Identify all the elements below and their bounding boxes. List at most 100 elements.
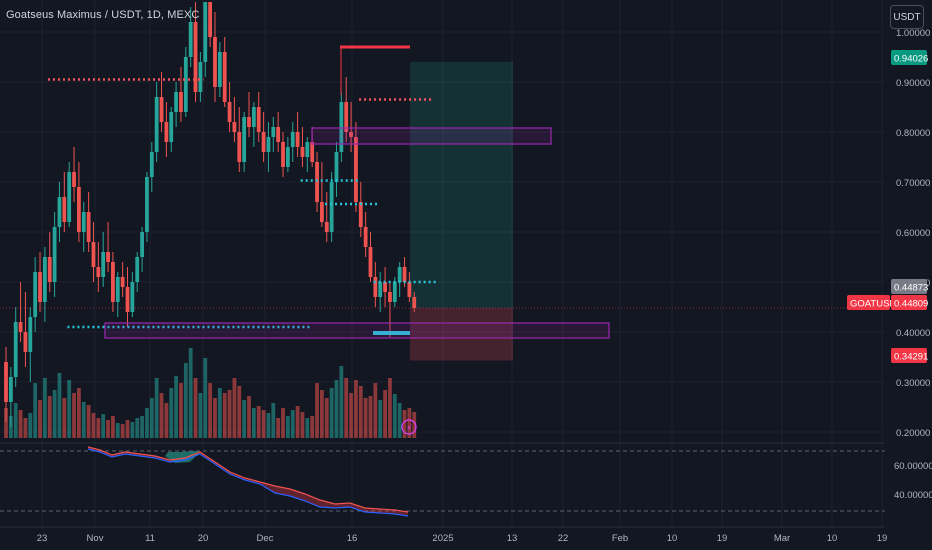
candle-body xyxy=(407,282,412,297)
volume-bar xyxy=(174,376,178,438)
time-tick-label: 23 xyxy=(37,533,48,544)
price-tick-label: 0.70000 xyxy=(896,178,930,189)
time-tick-label: 16 xyxy=(347,533,358,544)
indicator-ribbon-fill xyxy=(88,447,408,516)
candle-body xyxy=(125,287,130,312)
candle-body xyxy=(169,112,174,142)
volume-bar xyxy=(237,386,242,438)
candle-body xyxy=(8,377,13,402)
volume-bar xyxy=(4,408,8,438)
indicator-line-fast xyxy=(87,446,409,513)
volume-bar xyxy=(38,400,42,438)
time-tick-label: 20 xyxy=(198,533,209,544)
candle-body xyxy=(149,152,154,177)
indicator-line-slow xyxy=(87,448,409,517)
volume-bar xyxy=(295,406,300,438)
indicator-tick-label: 60.00000 xyxy=(894,461,932,472)
candle-body xyxy=(67,172,72,222)
candle-body xyxy=(86,212,91,242)
volume-bar xyxy=(222,393,227,438)
volume-bar xyxy=(344,378,349,438)
time-tick-label: 10 xyxy=(667,533,678,544)
volume-bar xyxy=(354,380,358,438)
volume-bar xyxy=(397,403,402,438)
target-zone xyxy=(410,61,513,309)
candle-body xyxy=(203,1,208,62)
volume-bar xyxy=(349,393,353,438)
volume-bar xyxy=(315,383,319,438)
candle-body xyxy=(183,57,188,112)
time-tick-label: 19 xyxy=(717,533,728,544)
candle-body xyxy=(402,267,407,282)
volume-bar xyxy=(368,396,373,438)
candle-body xyxy=(159,97,164,122)
candle-body xyxy=(222,52,227,102)
volume-bar xyxy=(18,410,23,438)
time-tick-label: 19 xyxy=(877,533,888,544)
supply-zone xyxy=(311,127,552,145)
volume-bar xyxy=(407,408,412,438)
candle-body xyxy=(251,107,256,127)
current-price-label-bg xyxy=(891,295,927,310)
candle-body xyxy=(33,272,38,317)
volume-bar xyxy=(72,393,76,438)
symbol-price-tag-bg xyxy=(847,295,890,310)
currency-button[interactable]: USDT xyxy=(890,5,924,29)
candle-body xyxy=(23,332,28,352)
candle-body xyxy=(193,22,198,92)
volume-bar xyxy=(47,396,52,438)
volume-bar xyxy=(106,420,110,438)
candle-body xyxy=(13,322,18,377)
time-tick-label: 13 xyxy=(507,533,518,544)
volume-bar xyxy=(285,416,290,438)
volume-bar xyxy=(232,378,237,438)
volume-bar xyxy=(373,383,378,438)
candle-body xyxy=(227,102,232,122)
time-tick-label: 22 xyxy=(558,533,569,544)
volume-bar xyxy=(305,418,310,438)
lightning-icon xyxy=(401,419,417,435)
volume-bar xyxy=(271,403,276,438)
volume-bar xyxy=(300,412,305,438)
candle-body xyxy=(320,202,324,222)
volume-bar xyxy=(392,394,397,438)
volume-bar xyxy=(378,400,383,438)
volume-bar xyxy=(183,363,188,438)
price-tick-label: 0.30000 xyxy=(896,378,930,389)
candle-body xyxy=(57,197,62,227)
volume-bar xyxy=(251,408,256,438)
candle-body xyxy=(135,257,140,282)
volume-bar xyxy=(281,408,285,438)
candle-body xyxy=(261,132,266,152)
indicator-tick-label: 40.00000 xyxy=(894,490,932,501)
candle-body xyxy=(77,187,81,232)
candle-body xyxy=(285,147,290,167)
candle-body xyxy=(368,247,373,277)
volume-bar xyxy=(140,416,144,438)
last-close-label: 0.44873 xyxy=(894,283,928,294)
price-tick-label: 0.40000 xyxy=(896,328,930,339)
volume-bar xyxy=(135,418,140,438)
volume-bar xyxy=(217,388,222,438)
candle-body xyxy=(281,142,285,167)
candle-body xyxy=(349,132,353,137)
volume-bar xyxy=(86,405,91,438)
stop-price-label: 0.34291 xyxy=(894,352,928,363)
candle-body xyxy=(217,52,222,87)
volume-bar xyxy=(358,386,363,438)
volume-bar xyxy=(67,380,72,438)
volume-bar xyxy=(339,366,344,438)
volume-bar xyxy=(23,418,28,438)
volume-bar xyxy=(412,412,417,438)
volume-bar xyxy=(130,422,135,438)
candle-body xyxy=(52,227,57,282)
time-tick-label: Feb xyxy=(612,533,628,544)
candle-body xyxy=(290,132,295,147)
volume-bar xyxy=(159,393,164,438)
volume-bar xyxy=(115,423,120,438)
volume-bar xyxy=(149,398,154,438)
volume-bar xyxy=(169,388,174,438)
candle-body xyxy=(145,177,149,232)
demand-zone xyxy=(104,322,610,339)
